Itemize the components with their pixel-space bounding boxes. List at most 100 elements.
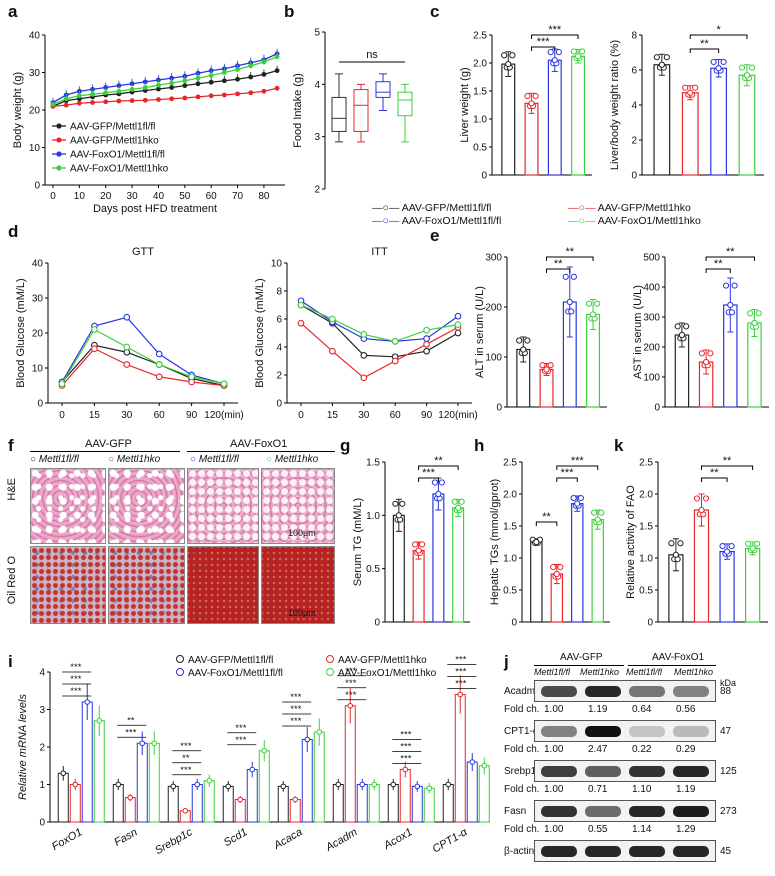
data-point bbox=[710, 58, 717, 66]
y-tick-label: 0 bbox=[37, 399, 43, 410]
bar bbox=[501, 63, 516, 176]
y-tick-label: 1.5 bbox=[473, 87, 487, 98]
data-point bbox=[395, 512, 402, 519]
bar bbox=[591, 518, 604, 623]
sig-bracket bbox=[546, 268, 571, 273]
wb-blot-3 bbox=[534, 800, 716, 822]
sig-bracket bbox=[531, 46, 556, 51]
data-point bbox=[682, 84, 689, 91]
data-point bbox=[399, 500, 406, 507]
y-tick-label: 6 bbox=[631, 66, 637, 77]
data-point bbox=[194, 781, 201, 788]
micro-he-gfp-fl bbox=[30, 468, 106, 544]
data-point bbox=[555, 49, 562, 56]
sig-label: *** bbox=[70, 662, 81, 673]
data-point bbox=[221, 78, 227, 84]
micro-he-foxo-fl bbox=[187, 468, 259, 544]
data-point bbox=[235, 76, 240, 82]
y-tick-label: 1.5 bbox=[366, 458, 380, 469]
y-tick-label: 1.0 bbox=[366, 511, 380, 522]
y-tick-label: 20 bbox=[32, 329, 44, 340]
legend-label: AAV-GFP/Mettl1fl/fl bbox=[401, 202, 492, 214]
sig-label: *** bbox=[561, 467, 575, 479]
wb-band bbox=[673, 766, 709, 777]
data-point bbox=[360, 374, 368, 382]
sig-bracket bbox=[418, 465, 459, 470]
series-line-0 bbox=[300, 304, 459, 358]
chart-e-alt: 0 100 200 300 ALT in serum (U/L) **** bbox=[474, 246, 607, 414]
y-tick-label: 1.0 bbox=[473, 115, 487, 126]
data-point bbox=[505, 61, 512, 68]
data-point bbox=[103, 90, 109, 96]
data-point bbox=[668, 540, 675, 547]
data-point bbox=[728, 542, 735, 550]
legend-item-gfp-fl: —○— AAV-GFP/Mettl1fl/fl bbox=[372, 202, 491, 214]
j-group-gfp: AAV-GFP bbox=[560, 652, 603, 663]
data-point bbox=[195, 75, 201, 81]
scale-label-he: 100μm bbox=[288, 528, 316, 538]
data-point bbox=[431, 479, 438, 486]
wb-fold-value: 0.56 bbox=[676, 704, 696, 715]
sig-label: *** bbox=[422, 467, 436, 479]
chart-title: GTT bbox=[132, 246, 154, 258]
sig-bracket bbox=[689, 48, 720, 53]
legend-marker bbox=[326, 668, 334, 676]
wb-band bbox=[541, 846, 577, 857]
y-tick-label: 2.0 bbox=[639, 490, 653, 501]
data-point bbox=[90, 100, 95, 105]
sig-label: ** bbox=[714, 258, 723, 270]
legend-dot bbox=[56, 165, 62, 171]
y-tick-label: 2.0 bbox=[473, 59, 487, 70]
panel-letter-i: i bbox=[8, 652, 13, 671]
x-tick-label: 80 bbox=[258, 191, 270, 202]
data-point bbox=[749, 545, 756, 552]
data-point bbox=[329, 347, 336, 355]
x-tick-label: 90 bbox=[421, 410, 433, 421]
j-col-3: Mettl1fl/fl bbox=[626, 667, 663, 677]
sig-label: ** bbox=[700, 38, 709, 50]
y-tick-label: 400 bbox=[643, 283, 660, 294]
data-point bbox=[129, 98, 135, 104]
data-point bbox=[702, 495, 710, 502]
data-point bbox=[206, 777, 213, 784]
bar bbox=[432, 493, 445, 623]
y-tick-label: 0 bbox=[654, 403, 660, 414]
data-point bbox=[755, 310, 762, 317]
sig-label: *** bbox=[70, 686, 81, 697]
legend-label: AAV-FoxO1/Mettl1fl/fl bbox=[70, 150, 165, 161]
data-point bbox=[738, 64, 746, 71]
y-tick-label: 1.5 bbox=[639, 522, 653, 533]
wb-band bbox=[629, 846, 665, 857]
data-point bbox=[570, 273, 577, 280]
sig-label: *** bbox=[345, 690, 356, 701]
data-point bbox=[414, 783, 421, 790]
scale-label-oro: 100μm bbox=[288, 608, 316, 618]
data-point bbox=[550, 563, 557, 571]
box-body bbox=[397, 91, 413, 117]
data-point bbox=[58, 380, 66, 388]
wb-fold-value: 0.22 bbox=[632, 744, 652, 755]
y-axis-label: ALT in serum (U/L) bbox=[474, 286, 486, 378]
data-point bbox=[129, 81, 135, 87]
panel-f-histology: AAV-GFP AAV-FoxO1 ○ Mettl1fl/fl ○ Mettl1… bbox=[0, 436, 335, 626]
y-tick-label: 0 bbox=[511, 618, 517, 629]
data-point bbox=[598, 509, 605, 516]
data-point bbox=[249, 766, 256, 773]
chart-c-liver-weight: 0 0.5 1.0 1.5 2.0 2.5 Liver weight (g) ****** bbox=[459, 24, 592, 182]
sig-bracket bbox=[705, 268, 731, 273]
data-point bbox=[574, 53, 582, 60]
data-point bbox=[553, 570, 560, 578]
legend-dot bbox=[56, 123, 62, 129]
f-row-he: H&E bbox=[6, 478, 18, 501]
f-group-line-foxo bbox=[187, 451, 335, 452]
data-point bbox=[438, 479, 445, 486]
data-point bbox=[220, 380, 228, 388]
y-tick-label: 4 bbox=[276, 343, 282, 354]
x-tick-label: 90 bbox=[186, 410, 198, 421]
series-line-3 bbox=[300, 304, 459, 343]
wb-band bbox=[629, 766, 665, 777]
data-point bbox=[391, 338, 399, 345]
data-point bbox=[698, 506, 705, 514]
y-tick-label: 100 bbox=[643, 373, 660, 384]
data-point bbox=[297, 319, 305, 327]
